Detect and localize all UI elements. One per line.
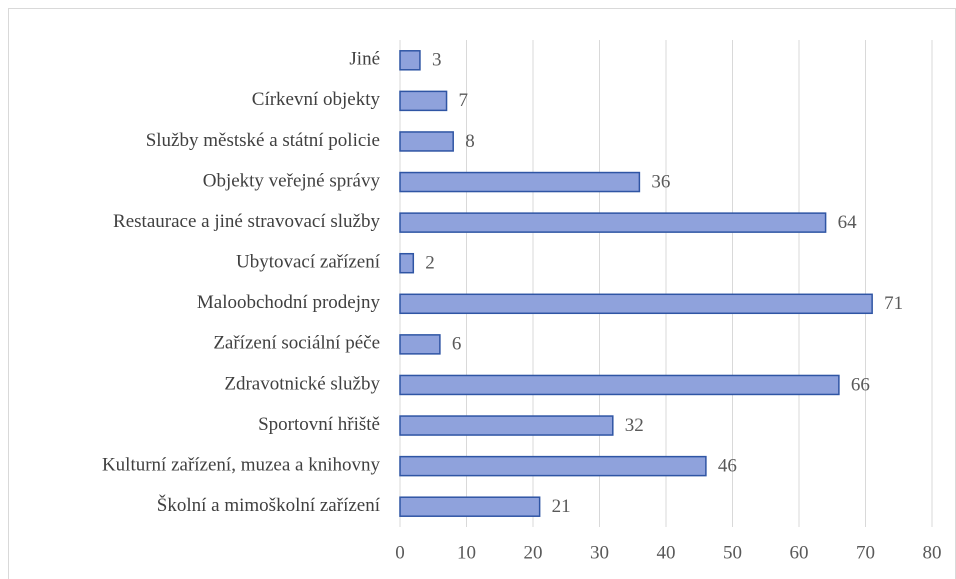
x-tick-label: 40 (657, 542, 676, 563)
x-tick-label: 80 (923, 542, 942, 563)
bar (399, 374, 840, 396)
y-tick-label: Sportovní hřiště (258, 414, 380, 435)
data-label: 8 (465, 131, 475, 152)
x-tick-label: 70 (856, 542, 875, 563)
x-tick-label: 10 (457, 542, 476, 563)
x-tick-label: 20 (524, 542, 543, 563)
bar (399, 171, 641, 193)
data-label: 21 (552, 496, 571, 517)
data-label: 71 (884, 293, 903, 314)
bar (399, 496, 541, 517)
y-tick-label: Restaurace a jiné stravovací služby (113, 211, 380, 232)
data-label: 46 (718, 455, 737, 476)
bar (399, 50, 421, 71)
data-label: 7 (459, 90, 469, 111)
x-tick-label: 0 (395, 542, 405, 563)
y-tick-label: Kulturní zařízení, muzea a knihovny (102, 454, 381, 475)
y-tick-label: Jiné (349, 49, 380, 70)
data-label: 3 (432, 50, 442, 71)
x-tick-label: 30 (590, 542, 609, 563)
y-tick-label: Ubytovací zařízení (236, 252, 381, 273)
x-tick-label: 50 (723, 542, 742, 563)
bar (399, 334, 441, 355)
bar (399, 131, 454, 152)
data-label: 6 (452, 334, 462, 355)
y-tick-label: Objekty veřejné správy (203, 170, 381, 191)
y-tick-label: Školní a mimoškolní zařízení (157, 494, 381, 516)
bar (399, 252, 415, 274)
y-tick-label: Zdravotnické služby (224, 373, 380, 394)
bar (399, 212, 827, 233)
y-tick-label: Církevní objekty (252, 89, 381, 110)
bar (399, 90, 448, 112)
x-tick-label: 60 (790, 542, 809, 563)
y-tick-label: Maloobchodní prodejny (197, 292, 381, 313)
data-label: 32 (625, 415, 644, 436)
data-label: 2 (425, 253, 435, 274)
data-label: 66 (851, 374, 870, 395)
data-label: 36 (651, 171, 670, 192)
bar (399, 455, 707, 477)
y-tick-label: Zařízení sociální péče (213, 333, 380, 354)
bar (399, 293, 873, 315)
y-tick-label: Služby městské a státní policie (146, 130, 380, 151)
data-label: 64 (838, 212, 858, 233)
bar (399, 415, 614, 436)
